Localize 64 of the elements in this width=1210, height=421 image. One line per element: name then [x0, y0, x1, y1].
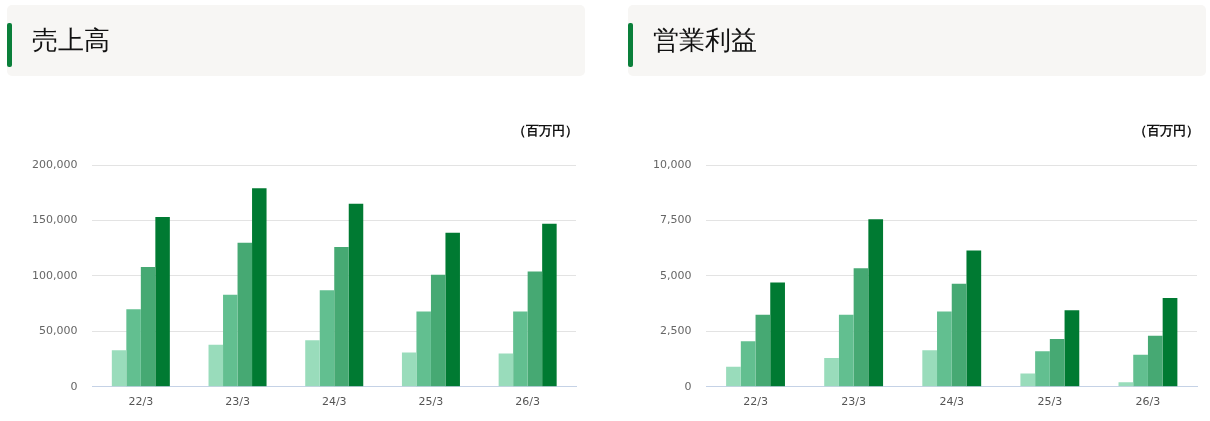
bar [334, 247, 349, 387]
bar [208, 344, 224, 387]
bar [1049, 339, 1065, 387]
bar [498, 353, 514, 387]
bar [1020, 373, 1036, 387]
bar [111, 350, 127, 387]
y-tick-label: 200,000 [31, 157, 78, 171]
y-tick-label: 0 [684, 379, 692, 393]
y-tick-label: 50,000 [38, 324, 78, 338]
x-tick-label: 26/3 [1135, 395, 1161, 409]
y-tick-label: 7,500 [659, 213, 692, 227]
x-tick-label: 25/3 [418, 395, 444, 409]
bar [740, 341, 756, 387]
bar [126, 309, 141, 387]
bar [416, 311, 431, 387]
x-tick-label: 24/3 [321, 395, 347, 409]
bar [838, 314, 854, 387]
y-tick-label: 100,000 [31, 268, 78, 282]
bar [140, 267, 156, 387]
bar [1162, 298, 1178, 387]
x-tick-label: 23/3 [841, 395, 866, 409]
y-tick-label: 150,000 [31, 213, 78, 227]
bar [1147, 335, 1163, 387]
y-tick-label: 0 [70, 379, 78, 393]
bar [726, 366, 741, 387]
bar [223, 294, 238, 387]
bar [937, 311, 952, 387]
bar [1064, 310, 1080, 387]
bar [770, 282, 785, 387]
chart-title: 売上高 [32, 24, 110, 57]
bar [155, 217, 170, 387]
y-tick-label: 10,000 [652, 157, 692, 171]
bar [319, 290, 335, 387]
y-axis-title: （百万円） [513, 122, 578, 140]
bar [951, 283, 967, 387]
bar [824, 357, 839, 387]
bar [348, 203, 364, 387]
bar [513, 311, 528, 387]
x-tick-label: 25/3 [1037, 395, 1063, 409]
bar [1118, 382, 1134, 387]
bar [853, 268, 869, 387]
bar [922, 350, 938, 387]
bar [542, 223, 557, 387]
x-tick-label: 23/3 [225, 395, 250, 409]
x-tick-label: 26/3 [515, 395, 540, 409]
bar [305, 340, 320, 387]
bar [430, 274, 446, 387]
y-tick-label: 5,000 [659, 268, 692, 282]
bar [868, 219, 884, 387]
bar [252, 188, 267, 387]
y-axis-title: （百万円） [1134, 122, 1199, 140]
bar [401, 352, 417, 387]
bar [445, 232, 460, 387]
bar [237, 242, 253, 387]
bar [527, 271, 543, 387]
bar [1133, 354, 1148, 387]
x-tick-label: 22/3 [743, 395, 768, 409]
y-tick-label: 2,500 [659, 324, 692, 338]
bar [1035, 351, 1050, 387]
bar [755, 314, 771, 387]
chart-title: 営業利益 [653, 24, 757, 57]
x-tick-label: 24/3 [939, 395, 965, 409]
x-tick-label: 22/3 [128, 395, 154, 409]
bar [966, 250, 982, 387]
